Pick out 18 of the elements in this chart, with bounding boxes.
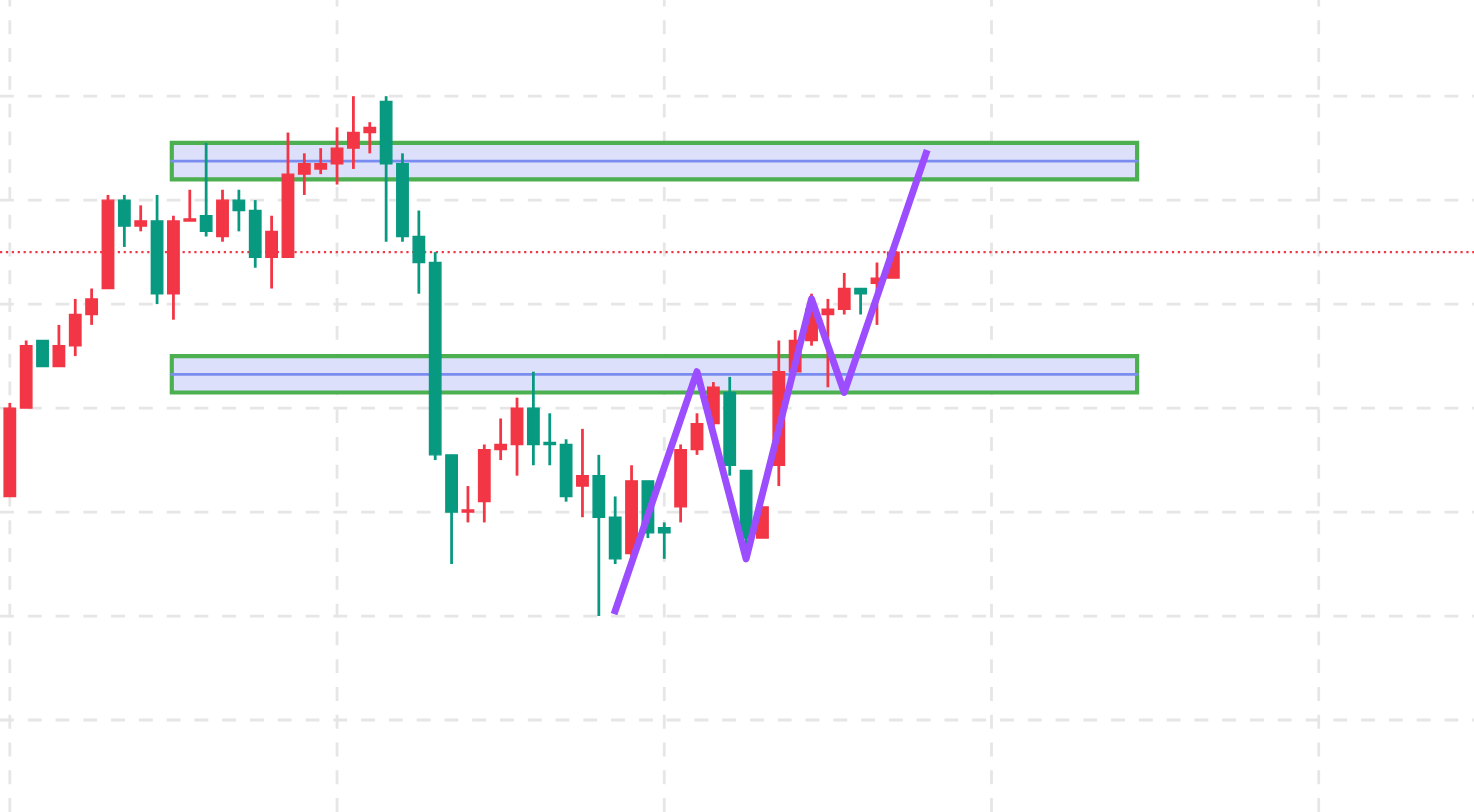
candlestick: [36, 339, 49, 368]
candlestick: [52, 323, 66, 368]
candlestick: [690, 411, 704, 457]
candlestick: [576, 427, 589, 519]
candlestick: [854, 287, 868, 316]
candlestick: [199, 141, 213, 238]
candlestick: [134, 203, 148, 233]
candlestick: [117, 193, 131, 249]
candlestick: [461, 484, 475, 524]
candlestick: [837, 271, 851, 316]
candlestick: [510, 396, 524, 478]
candlestick: [232, 188, 246, 233]
candlestick: [248, 198, 262, 270]
candlestick: [608, 495, 622, 566]
candlestick: [592, 453, 606, 618]
candlestick: [657, 521, 671, 561]
candlestick: [330, 125, 344, 186]
candlestick: [216, 188, 229, 244]
